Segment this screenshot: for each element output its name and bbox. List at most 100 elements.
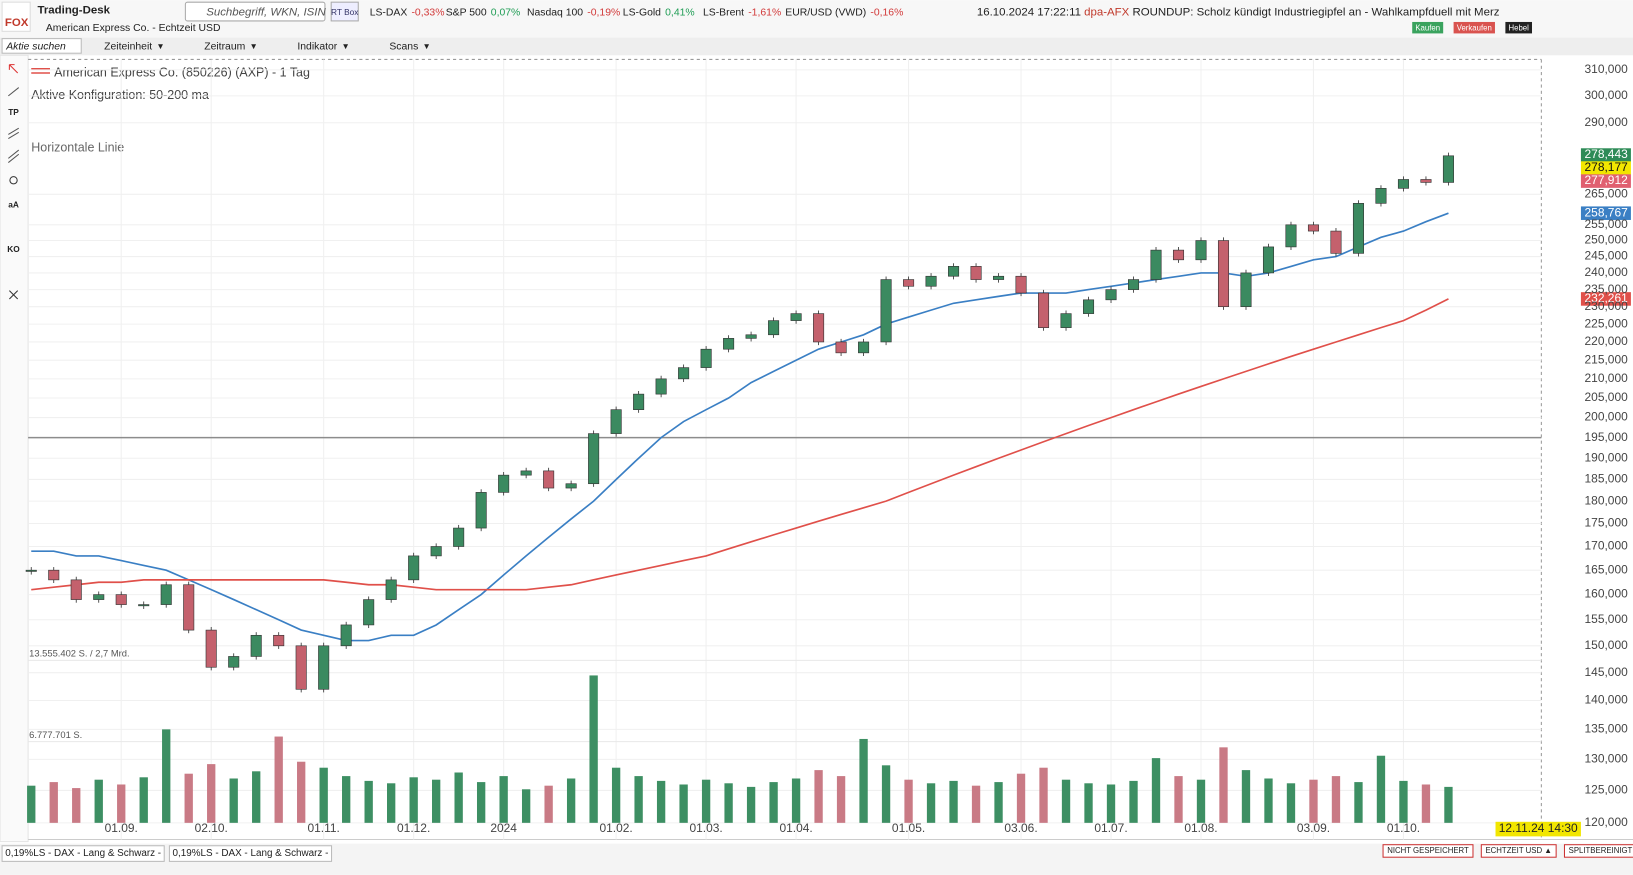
- volume-bar: [589, 675, 598, 823]
- volume-bar: [1331, 776, 1341, 823]
- candle: [1038, 292, 1050, 328]
- candle: [1375, 188, 1387, 204]
- volume-bar: [1444, 786, 1453, 823]
- ticker-name: EUR/USD (VWD): [785, 7, 866, 18]
- rt-box-button[interactable]: [330, 1, 359, 22]
- tool-icon[interactable]: [8, 64, 19, 74]
- candle: [1195, 240, 1207, 261]
- stock-search[interactable]: [1, 38, 82, 54]
- logo: FOX: [5, 17, 29, 29]
- volume-bar: [364, 780, 373, 823]
- volume-bar: [544, 785, 553, 823]
- sidebar-tool[interactable]: TP: [8, 107, 19, 117]
- candle: [1127, 279, 1140, 290]
- volume-bar: [1376, 755, 1386, 823]
- header-button[interactable]: [1412, 21, 1444, 34]
- y-tick-label: 130,000: [1585, 751, 1629, 765]
- candle: [295, 645, 307, 690]
- stock-search-label: Aktie suchen: [5, 42, 66, 53]
- volume-bar: [994, 782, 1003, 823]
- toolbar-menu[interactable]: Indikator: [297, 42, 337, 53]
- price-marker: [1580, 148, 1631, 162]
- tool-icon[interactable]: [8, 149, 20, 163]
- x-tick-label: 01.02.: [599, 821, 632, 835]
- toolbar-menu[interactable]: Zeiteinheit: [104, 42, 152, 53]
- y-tick-label: 160,000: [1585, 587, 1629, 601]
- header-button-label: Hebel: [1509, 23, 1530, 32]
- tool-icon[interactable]: [9, 290, 19, 300]
- menu-arrow: ▼: [249, 41, 257, 51]
- volume-tick-label: 13.555.402 S. / 2,7 Mrd.: [29, 649, 129, 659]
- status-button[interactable]: [1563, 844, 1633, 858]
- sidebar-tool[interactable]: KO: [7, 244, 20, 254]
- candle: [93, 594, 105, 600]
- volume-bar: [791, 778, 801, 823]
- candle: [610, 409, 622, 434]
- y-tick-label: 170,000: [1585, 539, 1629, 553]
- y-tick-label: 255,000: [1585, 217, 1629, 231]
- y-tick-label: 125,000: [1585, 783, 1629, 797]
- sidebar-tool[interactable]: aA: [8, 199, 19, 209]
- volume-bar: [499, 776, 508, 823]
- status-button[interactable]: [1480, 844, 1557, 858]
- volume-bar: [297, 761, 306, 823]
- y-tick-label: 185,000: [1585, 472, 1629, 486]
- x-tick-label: 01.08.: [1184, 821, 1217, 835]
- toolbar-menu[interactable]: Scans: [389, 42, 418, 53]
- header-button[interactable]: [1505, 21, 1533, 34]
- volume-bar: [656, 780, 666, 823]
- candle: [745, 334, 757, 339]
- sidebar: [0, 54, 29, 843]
- volume-bar: [566, 778, 576, 823]
- tool-icon[interactable]: [8, 87, 20, 97]
- y-tick-label: 190,000: [1585, 450, 1629, 464]
- header-button[interactable]: [1453, 21, 1495, 34]
- toolbar-menu[interactable]: Zeitraum: [204, 42, 245, 53]
- y-tick-label: 165,000: [1585, 562, 1629, 576]
- candle: [205, 629, 217, 668]
- bottom-tab[interactable]: [168, 845, 333, 862]
- ticker-change: 0,41%: [665, 7, 695, 18]
- x-tick-label: 01.05.: [892, 821, 925, 835]
- time-marker-label: 12.11.24 14:30: [1499, 821, 1578, 835]
- tool-icon[interactable]: [8, 127, 20, 140]
- candle: [408, 555, 420, 581]
- candle: [1083, 299, 1095, 314]
- volume-bar: [454, 772, 463, 823]
- bottom-tab[interactable]: [1, 845, 165, 862]
- time-marker: [1495, 821, 1581, 837]
- volume-bar: [971, 785, 981, 823]
- chart-title: American Express Co. (850226) (AXP) - 1 …: [54, 65, 310, 79]
- candle: [700, 348, 712, 368]
- volume-bar: [701, 779, 711, 823]
- y-tick-label: 230,000: [1585, 299, 1629, 313]
- header-button-label: Verkaufen: [1457, 23, 1492, 32]
- candle: [678, 367, 690, 380]
- volume-bar: [49, 782, 58, 823]
- ticker-name: LS-Brent: [703, 7, 744, 18]
- price-marker: [1580, 206, 1631, 220]
- toolbar: [0, 37, 1633, 56]
- volume-bar: [949, 780, 958, 823]
- volume-bar: [611, 767, 621, 823]
- candle: [1397, 179, 1409, 189]
- y-tick-label: 220,000: [1585, 334, 1629, 348]
- tool-icon[interactable]: [9, 176, 18, 185]
- bottom-tab-label: 0,19%LS - DAX - Lang & Schwarz -: [5, 848, 161, 859]
- menu-arrow: ▼: [156, 41, 164, 51]
- candle: [1217, 240, 1230, 308]
- search-box[interactable]: [184, 1, 326, 22]
- volume-bar: [904, 779, 913, 823]
- candle: [363, 599, 375, 626]
- candle: [385, 579, 397, 600]
- ticker-change: -1,61%: [748, 7, 781, 18]
- news-text: ROUNDUP: Scholz kündigt Industriegipfel …: [1132, 7, 1499, 19]
- x-tick-label: 03.09.: [1297, 821, 1330, 835]
- y-tick-label: 140,000: [1585, 693, 1629, 707]
- volume-bar: [229, 778, 238, 823]
- volume-bar: [1106, 784, 1116, 823]
- status-button[interactable]: [1382, 844, 1474, 858]
- candle: [160, 584, 172, 605]
- candle: [430, 546, 442, 557]
